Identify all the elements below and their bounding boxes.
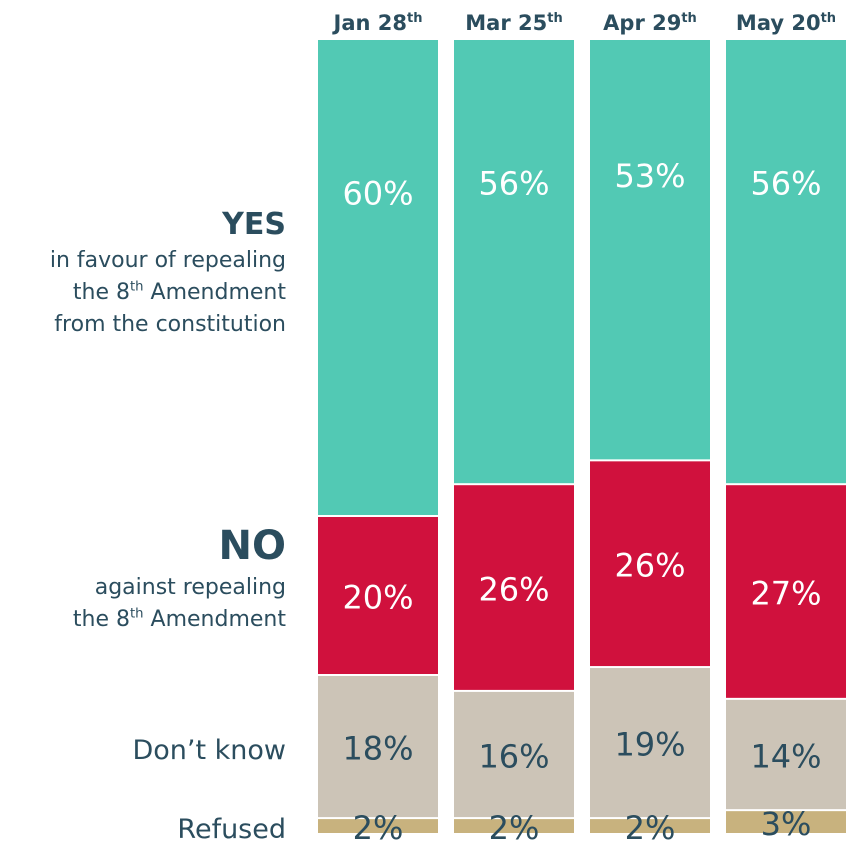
data-label-refused-2: 2% — [489, 809, 540, 847]
no-heading: NO — [218, 523, 286, 569]
bar-dont-know-3 — [590, 668, 710, 818]
data-label-no-3: 26% — [614, 547, 685, 585]
data-label-refused-4: 3% — [761, 805, 812, 843]
yes-heading: YES — [222, 207, 286, 242]
data-label-dont-know-4: 14% — [750, 738, 821, 776]
data-label-yes-2: 56% — [478, 164, 549, 202]
bar-yes-4 — [726, 40, 846, 484]
bar-no-1 — [318, 517, 438, 674]
no-label-block: NO against repealing the 8th Amendment — [73, 520, 286, 636]
bar-refused-4 — [726, 811, 846, 833]
data-label-yes-3: 53% — [614, 157, 685, 195]
category-label-1: Jan 28th — [332, 11, 423, 35]
yes-desc-line2: the 8th Amendment — [72, 279, 286, 305]
bar-yes-2 — [454, 40, 574, 484]
bar-dont-know-1 — [318, 676, 438, 818]
bar-refused-2 — [454, 819, 574, 833]
bar-yes-3 — [590, 40, 710, 460]
yes-desc-line3: from the constitution — [54, 312, 286, 337]
bar-no-4 — [726, 485, 846, 698]
bar-refused-3 — [590, 819, 710, 833]
data-label-no-1: 20% — [342, 579, 413, 617]
bar-no-3 — [590, 461, 710, 667]
data-label-yes-1: 60% — [342, 175, 413, 213]
data-label-dont-know-1: 18% — [342, 730, 413, 768]
yes-label-block: YES in favour of repealing the 8th Amend… — [50, 205, 286, 341]
data-label-dont-know-2: 16% — [478, 738, 549, 776]
dont-know-label: Don’t know — [132, 735, 286, 766]
category-header-group: Jan 28th Mar 25th Apr 29th May 20th — [332, 11, 837, 35]
bar-group: 60% 20% 18% 2% 56% 26% 16% 2% 53% 26% 19% 2% 56% 27% 1… — [318, 40, 846, 847]
no-desc-line2: the 8th Amendment — [72, 606, 286, 632]
data-label-no-2: 26% — [478, 571, 549, 609]
category-label-4: May 20th — [736, 11, 836, 35]
category-label-3: Apr 29th — [603, 11, 697, 35]
data-label-no-4: 27% — [750, 575, 821, 613]
refused-label: Refused — [177, 814, 286, 845]
bar-dont-know-4 — [726, 699, 846, 810]
data-label-refused-3: 2% — [625, 809, 676, 847]
data-label-yes-4: 56% — [750, 164, 821, 202]
category-label-2: Mar 25th — [465, 11, 562, 35]
no-desc-line1: against repealing — [94, 575, 286, 600]
bar-yes-1 — [318, 40, 438, 515]
yes-desc-line1: in favour of repealing — [49, 248, 286, 273]
data-label-dont-know-3: 19% — [614, 726, 685, 764]
bar-no-2 — [454, 485, 574, 690]
bar-dont-know-2 — [454, 691, 574, 818]
bar-refused-1 — [318, 819, 438, 833]
data-label-refused-1: 2% — [353, 809, 404, 847]
